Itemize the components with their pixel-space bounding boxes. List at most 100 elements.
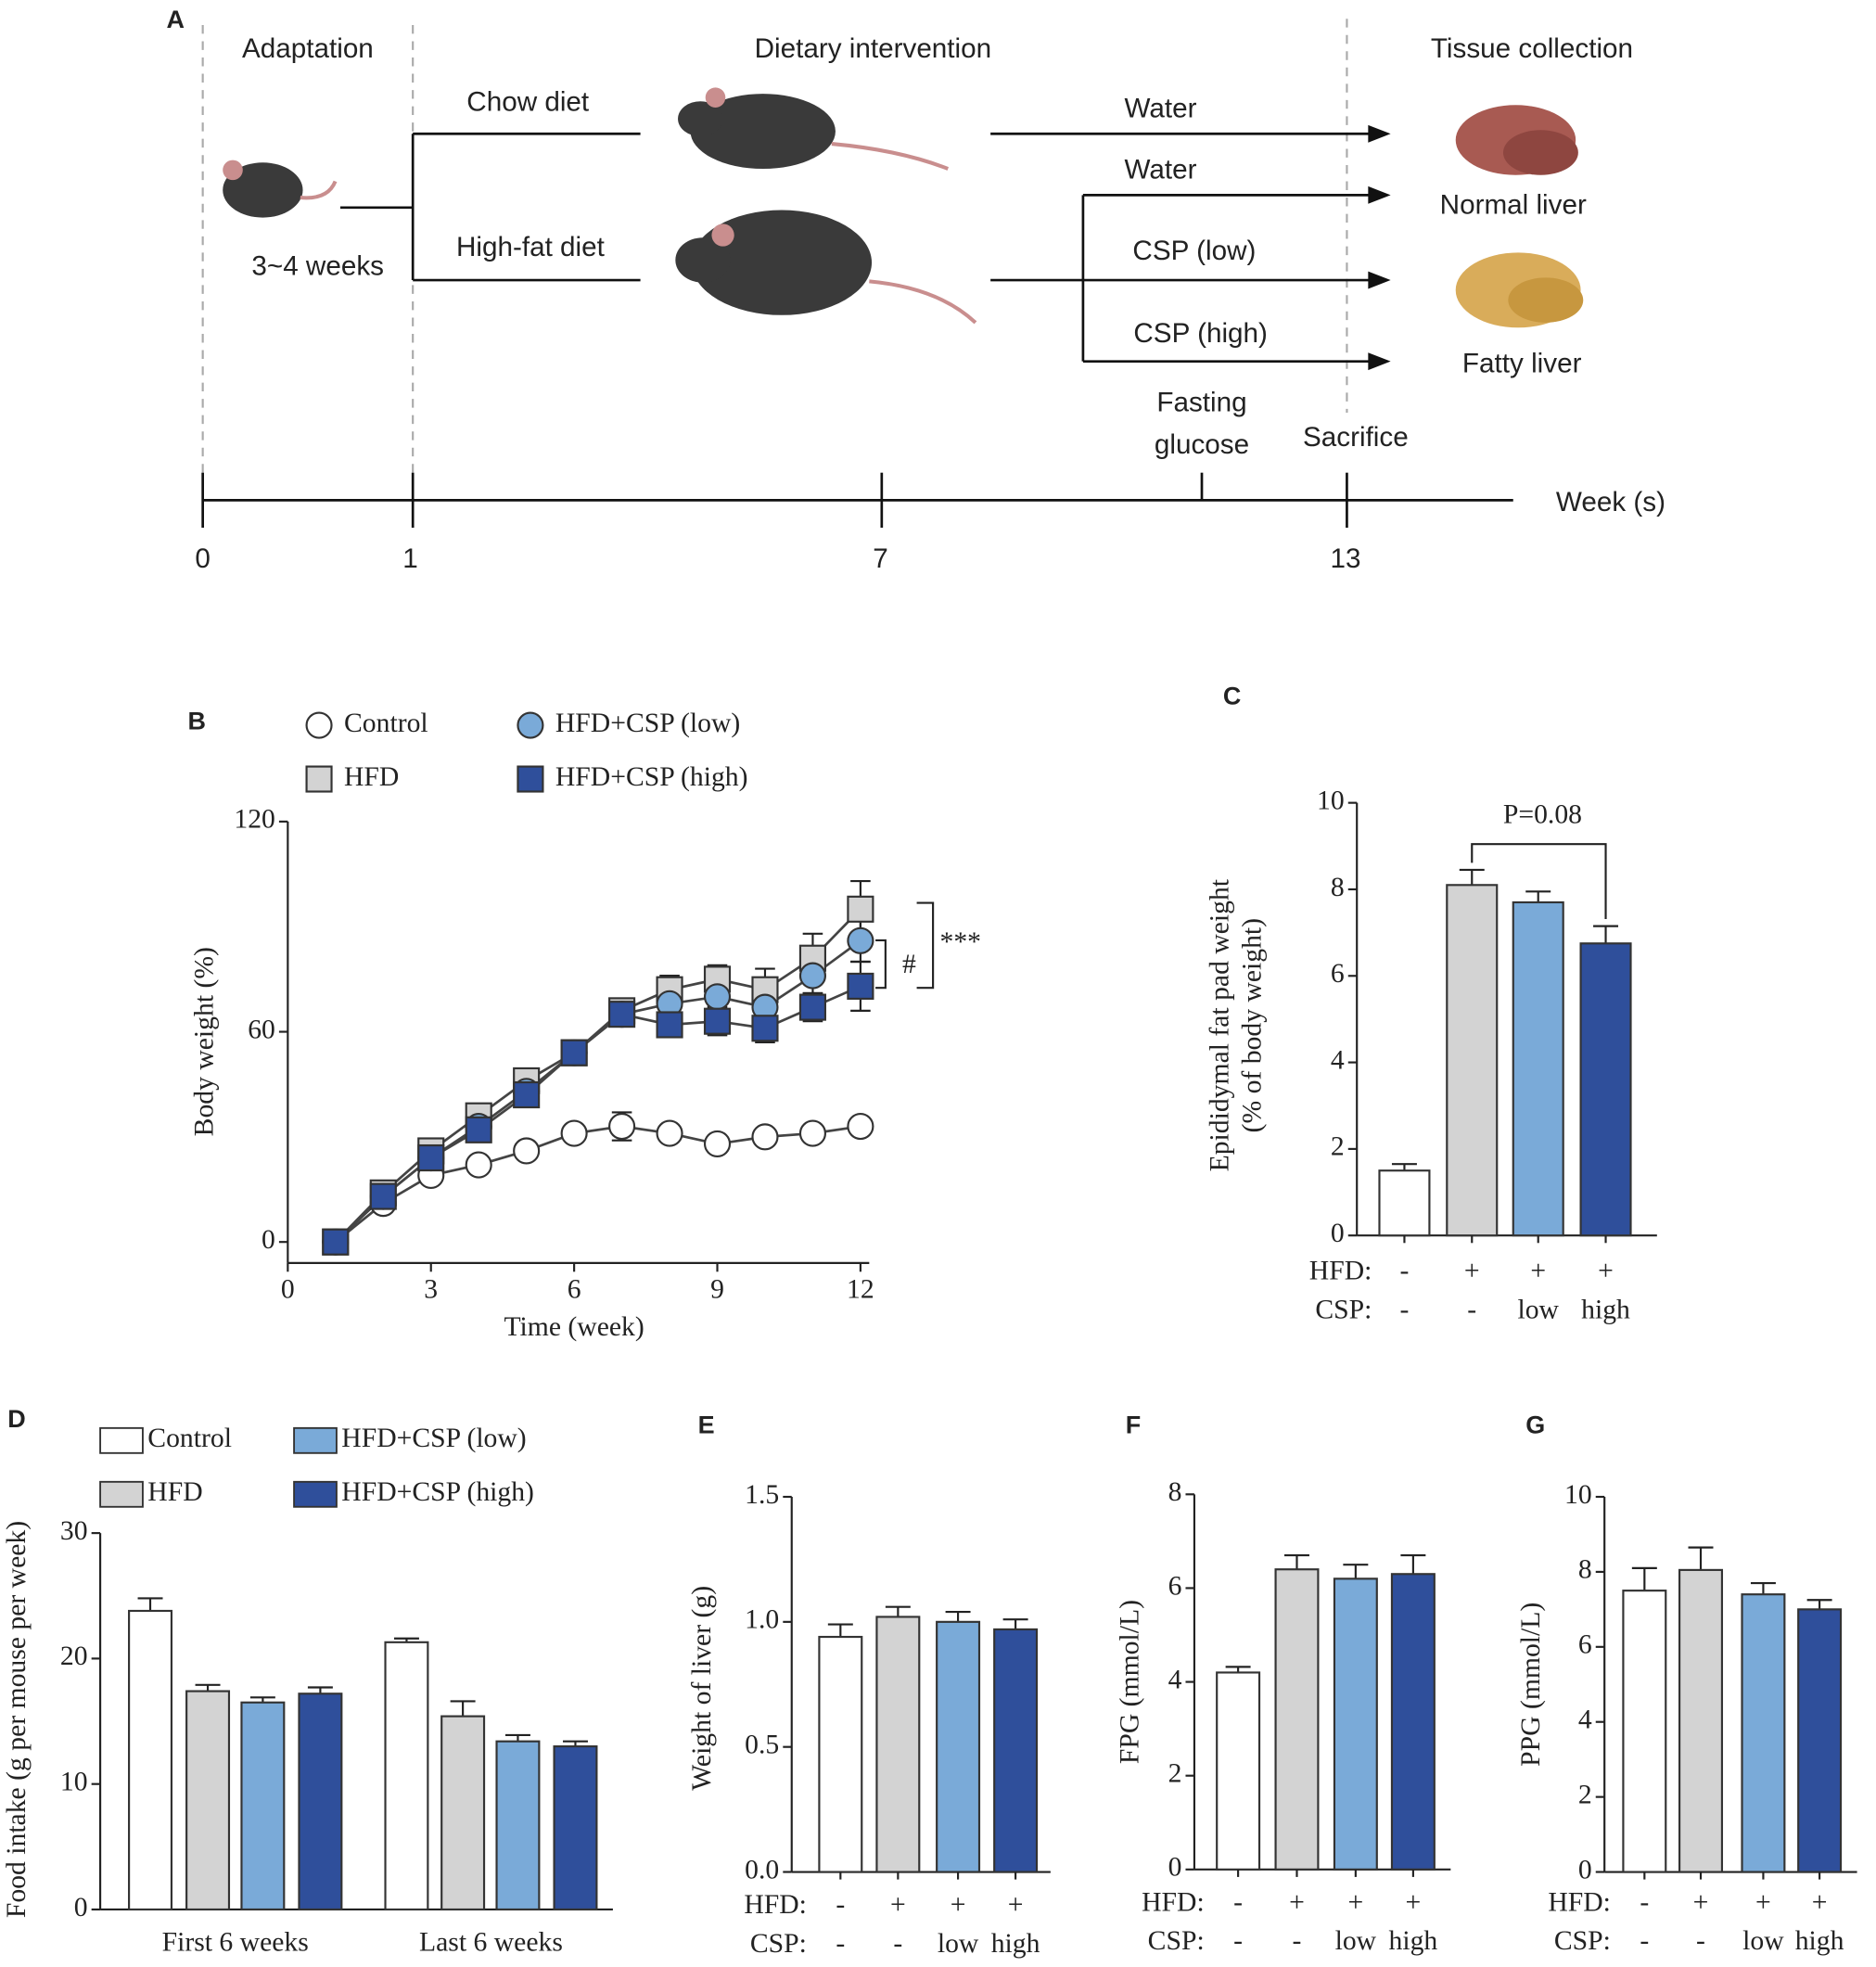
y-tick-label: 0.5: [745, 1730, 779, 1759]
x-tick-label: high: [1389, 1926, 1438, 1956]
legend-marker: [305, 765, 333, 793]
y-tick-label: 20: [60, 1641, 88, 1671]
bar: [440, 1715, 486, 1911]
y-tick-label: 0: [1578, 1855, 1592, 1884]
legend-label: HFD+CSP (low): [555, 709, 740, 738]
point: [322, 1228, 350, 1256]
point: [751, 1123, 779, 1151]
x-tick-label: +: [1530, 1256, 1546, 1285]
y-tick-label: 10: [1564, 1480, 1592, 1510]
y-tick-label: 8: [1331, 873, 1345, 902]
bar: [1579, 942, 1632, 1237]
x-tick-label: 12: [847, 1275, 874, 1305]
bar: [1274, 1568, 1320, 1871]
x-tick-label: 9: [710, 1275, 724, 1305]
x-tick-label: +: [1008, 1890, 1024, 1920]
annotation: #: [902, 950, 916, 979]
y-axis-label: (% of body weight): [1237, 918, 1267, 1132]
x-tick-label: -: [1400, 1256, 1410, 1285]
x-tick-label: low: [938, 1929, 979, 1959]
error-bar: [1750, 1581, 1776, 1595]
timeline-tick: 13: [1331, 543, 1361, 574]
y-tick-label: 60: [248, 1015, 275, 1044]
panel-label: F: [1126, 1411, 1141, 1439]
panel-label: D: [7, 1405, 25, 1433]
timeline-tick: 7: [873, 543, 888, 574]
error-bar: [1002, 1618, 1028, 1629]
y-tick-label: 2: [1578, 1780, 1592, 1809]
event: Fasting: [1156, 387, 1246, 417]
x-tick-label: 0: [281, 1275, 295, 1305]
error-bar: [1688, 1546, 1714, 1570]
treatment: CSP (high): [1133, 318, 1268, 349]
legend-swatch: [99, 1480, 144, 1508]
bar: [1390, 1573, 1436, 1871]
series-line: [334, 939, 861, 1244]
point: [513, 1137, 541, 1165]
x-tick-label: +: [1406, 1887, 1422, 1917]
error-bar: [1459, 868, 1485, 886]
diet: Chow diet: [466, 87, 590, 118]
error-bar: [307, 1686, 333, 1694]
x-tick-label: +: [1289, 1887, 1305, 1917]
y-axis-label: Body weight (%): [190, 947, 220, 1136]
y-tick-label: 0: [262, 1225, 275, 1255]
series-line: [334, 908, 861, 1244]
y-axis-label: Weight of liver (g): [687, 1586, 717, 1791]
liver-label: Fatty liver: [1462, 349, 1582, 379]
x-tick-label: +: [1598, 1256, 1614, 1285]
legend-label: HFD+CSP (low): [341, 1424, 526, 1453]
point: [465, 1151, 492, 1179]
y-tick-label: 8: [1168, 1477, 1182, 1507]
y-tick-label: 6: [1578, 1630, 1592, 1660]
row-name: HFD:: [1309, 1256, 1372, 1285]
point: [608, 1112, 636, 1141]
mouse-icon: [678, 87, 950, 171]
panel-label: B: [187, 707, 205, 734]
y-tick-label: 0: [1168, 1853, 1182, 1883]
liver-icon: [1455, 105, 1578, 175]
x-tick-label: low: [1335, 1926, 1377, 1956]
row-name: CSP:: [1554, 1926, 1611, 1956]
x-tick-label: -: [1640, 1887, 1649, 1917]
x-tick-label: low: [1742, 1926, 1784, 1956]
phase: Adaptation: [242, 33, 374, 64]
point: [656, 1119, 683, 1147]
event: Sacrifice: [1303, 422, 1409, 453]
x-tick-label: -: [893, 1929, 902, 1959]
error-bar: [504, 1733, 530, 1742]
treatment: Water: [1125, 93, 1197, 123]
panel-label: E: [698, 1411, 715, 1439]
bar: [298, 1692, 343, 1911]
error-bar: [827, 1623, 853, 1638]
x-tick-label: Last 6 weeks: [419, 1928, 563, 1958]
error-bar: [885, 1605, 911, 1617]
y-tick-label: 0.0: [745, 1855, 779, 1884]
x-tick-label: +: [890, 1890, 906, 1920]
error-bar: [1631, 1566, 1657, 1591]
x-tick-label: +: [1812, 1887, 1828, 1917]
arrows: [990, 124, 1391, 371]
error-bar: [137, 1597, 163, 1611]
y-tick-label: 8: [1578, 1555, 1592, 1585]
y-tick-label: 0: [1331, 1219, 1345, 1248]
bar: [185, 1690, 231, 1911]
liver-label: Normal liver: [1440, 189, 1587, 220]
x-tick-label: 3: [424, 1275, 438, 1305]
y-tick-label: 4: [1331, 1045, 1345, 1075]
y-tick-label: 1.0: [745, 1605, 779, 1635]
bar: [1333, 1577, 1378, 1871]
error-bar: [450, 1700, 476, 1717]
y-axis-label: PPG (mmol/L): [1516, 1603, 1546, 1767]
y-tick-label: 120: [234, 805, 274, 835]
point: [417, 1143, 445, 1172]
x-tick-label: +: [1464, 1256, 1480, 1285]
bracket: [916, 901, 935, 990]
x-tick-label: First 6 weeks: [162, 1928, 309, 1958]
bar: [1378, 1169, 1431, 1237]
x-tick-label: high: [1795, 1926, 1844, 1956]
liver-icon: [1455, 252, 1584, 328]
bracket: [875, 939, 887, 990]
phase: Tissue collection: [1431, 33, 1633, 64]
y-tick-label: 4: [1168, 1665, 1182, 1694]
